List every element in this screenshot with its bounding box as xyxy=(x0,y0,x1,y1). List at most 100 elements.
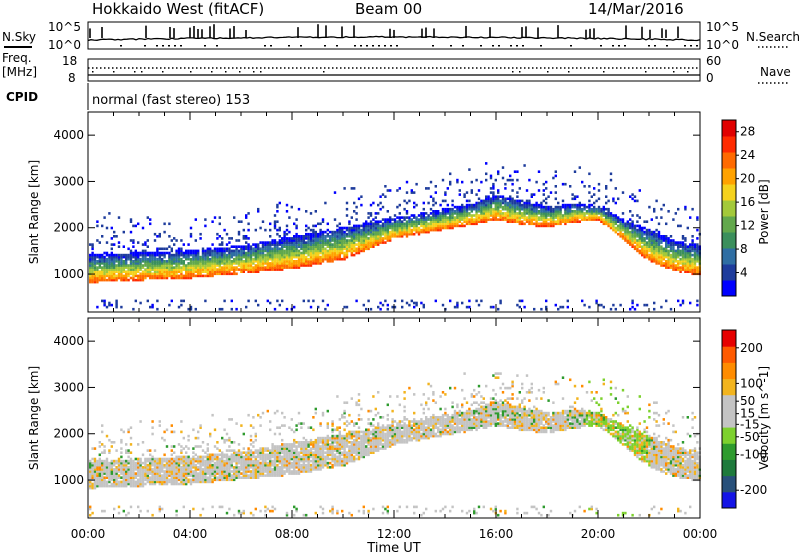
range-gate-cell xyxy=(199,457,202,461)
range-gate-cell xyxy=(230,441,233,444)
range-gate-cell xyxy=(485,197,488,201)
range-gate-cell xyxy=(588,210,591,213)
range-gate-cell xyxy=(211,480,214,484)
range-gate-cell xyxy=(168,262,171,265)
range-gate-cell xyxy=(281,424,284,427)
range-gate-cell xyxy=(209,470,212,473)
range-gate-cell xyxy=(93,262,97,265)
range-gate-cell xyxy=(221,468,224,471)
range-gate-cell xyxy=(269,235,272,238)
range-gate-cell xyxy=(449,182,452,186)
range-gate-cell xyxy=(487,212,490,215)
range-gate-cell xyxy=(158,476,161,479)
range-gate-cell xyxy=(295,249,298,253)
range-gate-cell xyxy=(333,253,337,257)
range-gate-cell xyxy=(216,249,219,253)
range-gate-cell xyxy=(401,222,404,226)
range-gate-cell xyxy=(660,241,663,244)
range-gate-cell xyxy=(281,299,284,303)
range-gate-cell xyxy=(189,257,193,261)
range-gate-cell xyxy=(542,212,545,215)
range-gate-cell xyxy=(271,264,274,267)
range-gate-cell xyxy=(247,455,250,459)
range-gate-cell xyxy=(168,268,171,271)
range-gate-cell xyxy=(650,235,653,238)
range-gate-cell xyxy=(367,216,370,219)
range-gate-cell xyxy=(110,303,113,307)
range-gate-cell xyxy=(425,224,428,228)
range-gate-cell xyxy=(475,220,478,223)
range-gate-cell xyxy=(129,459,133,463)
range-gate-cell xyxy=(427,222,430,226)
range-gate-cell xyxy=(254,455,257,459)
range-gate-cell xyxy=(149,268,152,271)
range-gate-cell xyxy=(228,470,231,473)
range-gate-cell xyxy=(194,476,197,479)
range-gate-cell xyxy=(235,466,238,469)
range-gate-cell xyxy=(518,203,521,207)
range-gate-cell xyxy=(173,272,176,276)
range-gate-cell xyxy=(91,472,94,475)
range-gate-cell xyxy=(617,224,620,228)
range-gate-cell xyxy=(367,243,370,246)
range-gate-cell xyxy=(110,251,113,255)
range-gate-cell xyxy=(573,195,577,198)
range-gate-cell xyxy=(329,253,332,257)
range-gate-cell xyxy=(233,262,236,265)
range-gate-cell xyxy=(228,445,231,448)
range-gate-cell xyxy=(189,264,193,267)
range-gate-cell xyxy=(249,455,253,459)
range-gate-cell xyxy=(667,260,670,263)
range-gate-cell xyxy=(230,245,233,248)
range-gate-cell xyxy=(631,193,634,196)
range-gate-cell xyxy=(468,212,471,215)
range-gate-cell xyxy=(228,253,231,257)
range-gate-cell xyxy=(415,203,418,207)
noise-search-dot xyxy=(120,45,122,47)
range-gate-cell xyxy=(168,480,171,484)
range-gate-cell xyxy=(168,470,171,473)
range-gate-cell xyxy=(468,205,471,209)
range-gate-cell xyxy=(629,210,632,213)
range-gate-cell xyxy=(396,228,399,232)
range-gate-cell xyxy=(254,264,257,267)
noise-search-dot xyxy=(336,45,338,47)
range-gate-cell xyxy=(477,205,481,209)
range-gate-cell xyxy=(103,484,106,488)
range-gate-cell xyxy=(681,245,685,248)
range-gate-cell xyxy=(141,461,145,465)
range-gate-cell xyxy=(242,476,245,479)
range-gate-cell xyxy=(285,249,289,253)
range-gate-cell xyxy=(588,207,591,211)
noise-search-dot xyxy=(684,45,686,47)
range-gate-cell xyxy=(480,207,483,211)
range-gate-cell xyxy=(446,226,449,230)
range-gate-cell xyxy=(170,482,173,486)
range-gate-cell xyxy=(293,253,296,257)
range-gate-cell xyxy=(614,226,617,230)
range-gate-cell xyxy=(477,214,481,217)
range-gate-cell xyxy=(134,482,137,486)
range-gate-cell xyxy=(98,445,101,448)
range-gate-cell xyxy=(681,251,685,255)
range-gate-cell xyxy=(590,214,593,217)
range-gate-cell xyxy=(317,247,320,251)
range-gate-cell xyxy=(372,232,375,236)
range-gate-cell xyxy=(477,303,481,307)
range-gate-cell xyxy=(696,249,699,253)
range-gate-cell xyxy=(451,220,454,223)
range-gate-cell xyxy=(240,245,243,248)
range-gate-cell xyxy=(259,472,262,475)
range-gate-cell xyxy=(125,459,128,463)
range-gate-cell xyxy=(645,303,649,307)
range-gate-cell xyxy=(221,249,224,253)
range-gate-cell xyxy=(177,253,181,257)
range-gate-cell xyxy=(461,212,464,215)
range-gate-cell xyxy=(605,207,608,211)
range-gate-cell xyxy=(597,212,601,215)
range-gate-cell xyxy=(101,266,104,269)
range-gate-cell xyxy=(600,218,603,221)
range-gate-cell xyxy=(492,201,495,205)
freq-left-tick-bottom: 8 xyxy=(68,71,76,85)
range-gate-cell xyxy=(607,220,610,223)
